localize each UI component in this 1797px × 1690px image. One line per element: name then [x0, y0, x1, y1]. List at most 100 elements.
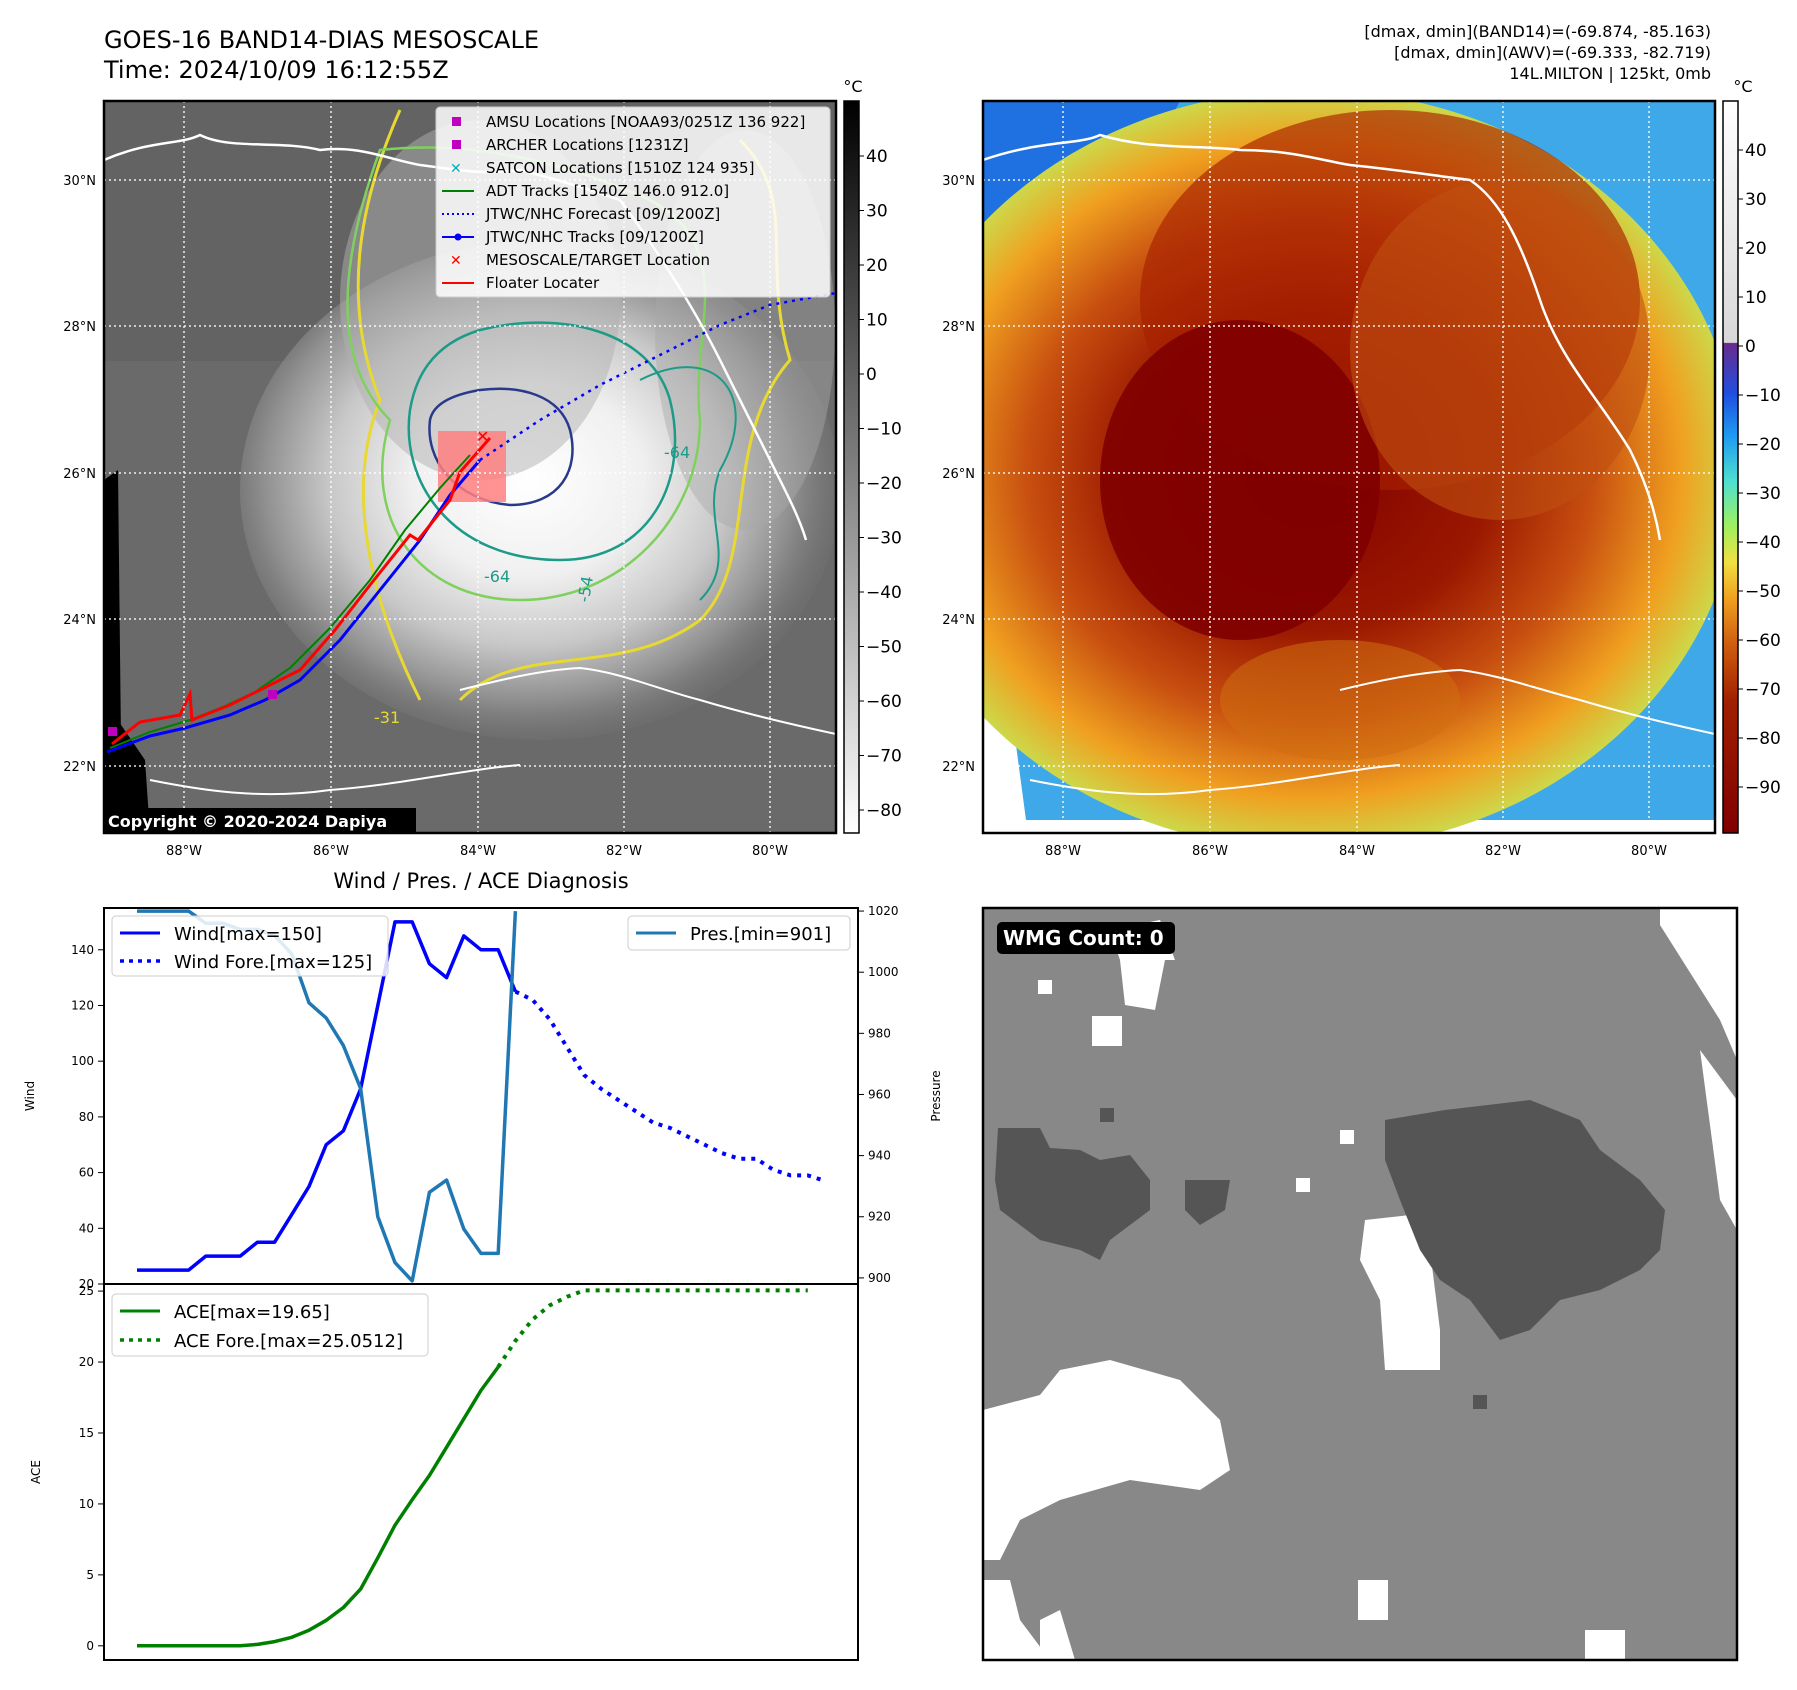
contour-label: -54: [574, 575, 597, 604]
colorbar-tick: −80: [866, 801, 902, 821]
legend-label: ADT Tracks [1540Z 146.0 912.0]: [486, 182, 729, 200]
svg-text:84°W: 84°W: [1339, 844, 1375, 859]
svg-text:88°W: 88°W: [166, 844, 202, 859]
colorbar-tick: −20: [1745, 435, 1781, 455]
legend-label: JTWC/NHC Tracks [09/1200Z]: [485, 228, 704, 246]
ace-tick: 0: [86, 1639, 94, 1653]
archer-location-marker: [268, 690, 277, 699]
legend-marker: ✕: [450, 161, 462, 177]
svg-text:26°N: 26°N: [942, 467, 975, 482]
colorbar-tick: 0: [1745, 337, 1756, 357]
jtwc-nhc-forecast: [479, 291, 836, 462]
svg-text:26°N: 26°N: [63, 467, 96, 482]
colorbar-tick: −10: [866, 420, 902, 440]
legend-pressure: Pres.[min=901]: [690, 924, 831, 945]
legend-label: MESOSCALE/TARGET Location: [486, 251, 710, 269]
ir-map-frame: [102, 99, 838, 835]
legend-label: Floater Locater: [486, 274, 600, 292]
colorbar-tick: 10: [1745, 288, 1767, 308]
colorbar-tick: −70: [866, 747, 902, 767]
coastline: [1029, 764, 1401, 796]
colorbar-tick: −90: [1745, 778, 1781, 798]
legend-label: SATCON Locations [1510Z 124 935]: [486, 159, 754, 177]
svg-text:22°N: 22°N: [63, 760, 96, 775]
colorbar-tick: 40: [866, 147, 888, 167]
wind-series-0: [137, 920, 518, 1272]
pressure-legend: Pres.[min=901]: [627, 915, 851, 951]
map-gridlines: [983, 101, 1715, 833]
colorbar-tick: −50: [1745, 582, 1781, 602]
colorbar-tick: −60: [866, 692, 902, 712]
wind-tick: 140: [71, 943, 94, 957]
contour-label: -64: [664, 443, 690, 462]
legend-entry: JTWC/NHC Forecast [09/1200Z]: [442, 205, 720, 223]
legend-label: AMSU Locations [NOAA93/0251Z 136 922]: [486, 113, 805, 131]
amsu-location-marker: [108, 727, 117, 736]
pressure-tick: 1020: [868, 904, 899, 918]
svg-text:80°W: 80°W: [752, 844, 788, 859]
svg-text:30°N: 30°N: [63, 174, 96, 189]
figure-title-line1: GOES-16 BAND14-DIAS MESOSCALE: [104, 26, 540, 54]
colorbar-tick: −50: [866, 638, 902, 658]
coastline: [149, 764, 521, 796]
colorbar-tick: −40: [1745, 533, 1781, 553]
colorbar-unit: °C: [1733, 77, 1752, 96]
legend-wind-forecast: Wind Fore.[max=125]: [174, 952, 372, 973]
svg-text:24°N: 24°N: [63, 613, 96, 628]
colorbar-tick: 30: [1745, 190, 1767, 210]
svg-text:28°N: 28°N: [63, 320, 96, 335]
legend-entry: Floater Locater: [442, 274, 600, 292]
ace-series-0: [137, 1365, 500, 1648]
colorbar-tick: −30: [1745, 484, 1781, 504]
colorbar-tick: 10: [866, 311, 888, 331]
ace-tick: 25: [79, 1284, 94, 1298]
svg-text:86°W: 86°W: [1192, 844, 1228, 859]
wind-tick: 100: [71, 1054, 94, 1068]
ace-tick: 10: [79, 1497, 94, 1511]
svg-text:82°W: 82°W: [606, 844, 642, 859]
legend-marker: [454, 233, 462, 241]
pressure-tick: 920: [868, 1210, 891, 1224]
mesoscale-target-marker: ✕: [476, 427, 489, 446]
legend-ace-forecast: ACE Fore.[max=25.0512]: [174, 1331, 403, 1352]
contour-label: -64: [484, 567, 510, 586]
colorbar-tick: −80: [1745, 729, 1781, 749]
color-colorbar: °C 40 30 20 10 0 −10 −20 −30 −40 −50 −60 −70 −80 −90: [1722, 77, 1781, 834]
colorbar-tick: −70: [1745, 680, 1781, 700]
legend-entry: ADT Tracks [1540Z 146.0 912.0]: [442, 182, 729, 200]
pressure-tick: 960: [868, 1087, 891, 1101]
colorbar-tick: 0: [866, 365, 877, 385]
colorbar-tick: −20: [866, 474, 902, 494]
adt-track: [109, 454, 471, 749]
ace-legend: ACE[max=19.65] ACE Fore.[max=25.0512]: [111, 1293, 429, 1357]
ace-tick: 5: [86, 1568, 94, 1582]
legend-entry: JTWC/NHC Tracks [09/1200Z]: [442, 228, 704, 246]
wind-legend: Wind[max=150] Wind Fore.[max=125]: [111, 915, 389, 977]
stats-line3: 14L.MILTON | 125kt, 0mb: [1509, 64, 1711, 83]
pressure-tick: 1000: [868, 965, 899, 979]
wind-tick: 80: [79, 1110, 94, 1124]
stats-line2: [dmax, dmin](AWV)=(-69.333, -82.719): [1394, 43, 1711, 62]
legend-marker: [452, 117, 461, 126]
colorbar-unit: °C: [843, 77, 862, 96]
legend-wind: Wind[max=150]: [174, 924, 322, 945]
colorbar-tick: −10: [1745, 386, 1781, 406]
diagnosis-chart-title: Wind / Pres. / ACE Diagnosis: [333, 869, 628, 893]
wind-series-1: [514, 989, 826, 1183]
svg-text:22°N: 22°N: [942, 760, 975, 775]
legend-entry: AMSU Locations [NOAA93/0251Z 136 922]: [452, 113, 805, 131]
ace-tick: 15: [79, 1426, 94, 1440]
colorbar-tick: 20: [1745, 239, 1767, 259]
pressure-tick: 940: [868, 1149, 891, 1163]
color-map-frame: [981, 99, 1717, 835]
colorbar-tick: −40: [866, 583, 902, 603]
coastline: [1339, 668, 1715, 735]
legend-entry: ✕ SATCON Locations [1510Z 124 935]: [450, 159, 754, 177]
colorbar-tick: −30: [866, 529, 902, 549]
legend-marker: ✕: [450, 253, 462, 269]
svg-text:80°W: 80°W: [1631, 844, 1667, 859]
wmg-panel: WMG Count: 0: [981, 906, 1739, 1662]
wind-tick: 120: [71, 998, 94, 1012]
ace-tick: 20: [79, 1355, 94, 1369]
ir-color-enhanced-map: [983, 101, 1715, 833]
